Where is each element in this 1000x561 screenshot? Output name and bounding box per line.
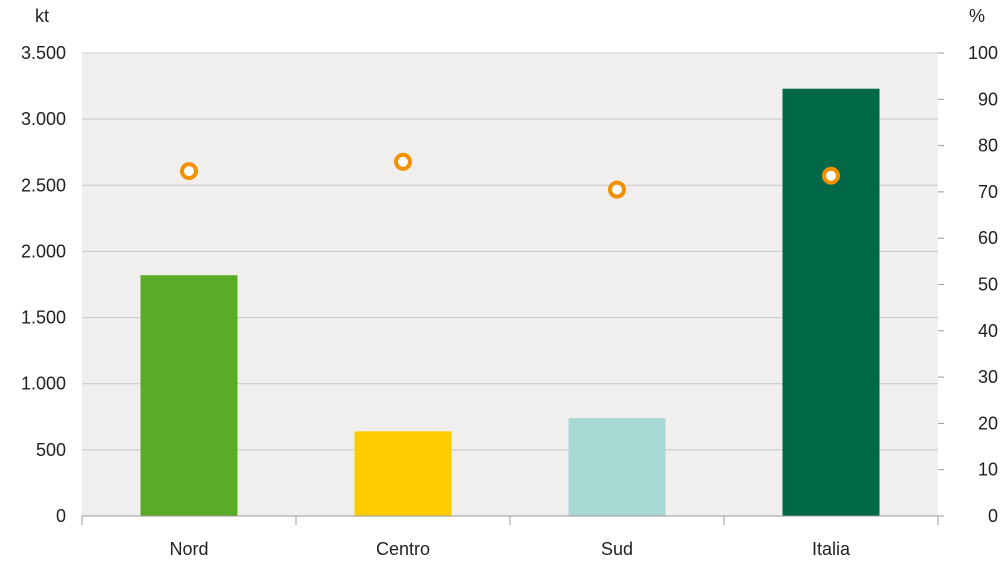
category-label: Italia — [812, 539, 851, 559]
right-tick-label: 0 — [988, 506, 998, 526]
left-tick-label: 1.500 — [21, 308, 66, 328]
left-axis-tick-labels: 0 500 1.000 1.500 2.000 2.500 3.000 3.500 — [21, 43, 66, 526]
left-tick-label: 3.000 — [21, 109, 66, 129]
right-axis-tick-labels: 0 10 20 30 40 50 60 70 80 90 100 — [968, 43, 998, 526]
bar-nord — [140, 275, 238, 516]
left-tick-label: 0 — [56, 506, 66, 526]
bar-centro — [354, 431, 452, 516]
right-tick-label: 50 — [978, 275, 998, 295]
right-tick-label: 60 — [978, 228, 998, 248]
right-tick-label: 80 — [978, 136, 998, 156]
bar-italia — [782, 88, 880, 517]
category-label: Centro — [376, 539, 430, 559]
left-tick-label: 3.500 — [21, 43, 66, 63]
point-italia — [822, 166, 840, 185]
left-tick-label: 500 — [36, 440, 66, 460]
bar-series — [140, 88, 880, 517]
point-sud — [608, 180, 626, 199]
point-centro — [394, 152, 412, 171]
right-tick-label: 90 — [978, 89, 998, 109]
right-axis-ticks — [938, 52, 944, 517]
right-axis-unit: % — [969, 6, 985, 26]
left-axis-unit: kt — [35, 6, 49, 26]
category-label: Nord — [169, 539, 208, 559]
right-tick-label: 20 — [978, 413, 998, 433]
right-tick-label: 10 — [978, 460, 998, 480]
bar-sud — [568, 418, 666, 516]
right-tick-label: 30 — [978, 367, 998, 387]
right-tick-label: 100 — [968, 43, 998, 63]
left-tick-label: 2.000 — [21, 241, 66, 261]
category-labels: Nord Centro Sud Italia — [169, 539, 851, 559]
point-nord — [180, 162, 198, 181]
right-tick-label: 70 — [978, 182, 998, 202]
x-axis-ticks — [81, 516, 939, 525]
left-tick-label: 1.000 — [21, 374, 66, 394]
left-tick-label: 2.500 — [21, 175, 66, 195]
category-label: Sud — [601, 539, 633, 559]
right-tick-label: 40 — [978, 321, 998, 341]
percent-series — [180, 152, 840, 199]
